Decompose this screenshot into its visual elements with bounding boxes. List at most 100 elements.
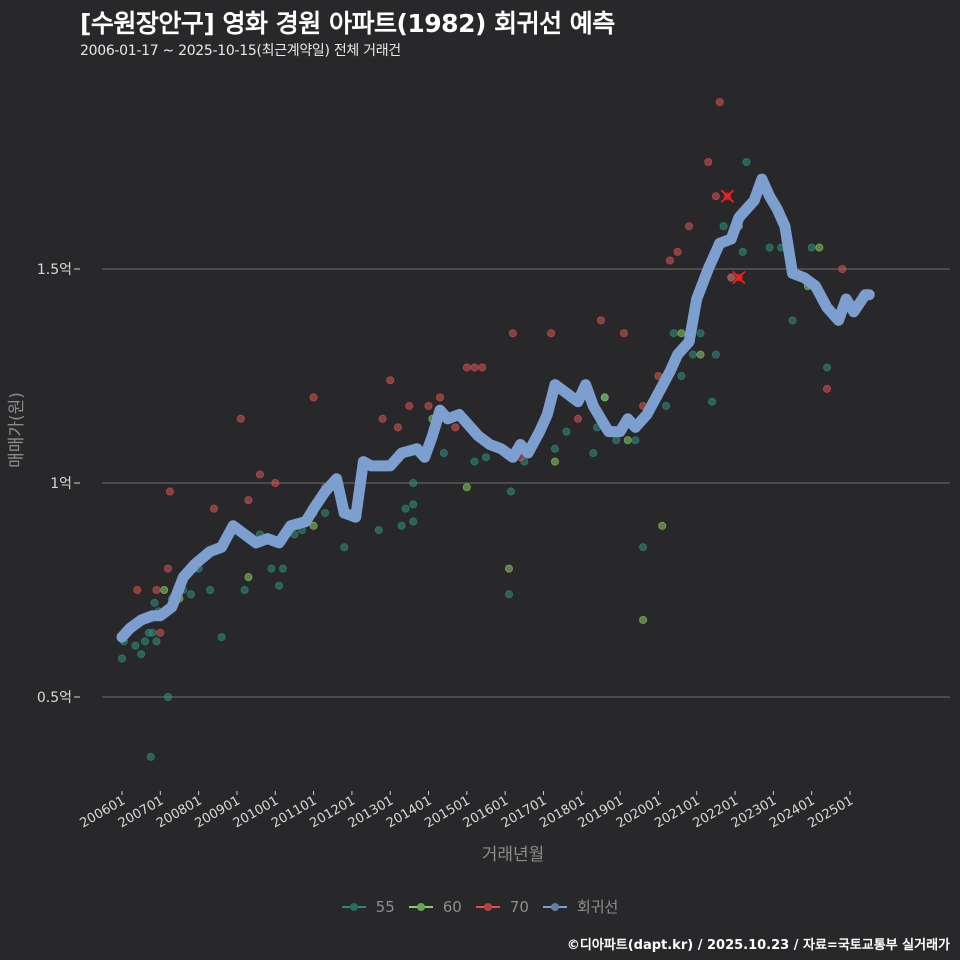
chart-title: [수원장안구] 영화 경원 아파트(1982) 회귀선 예측 [80, 9, 615, 38]
data-point-55 [278, 564, 287, 573]
data-point-55 [504, 590, 513, 599]
data-point-70 [378, 414, 387, 423]
data-point-60 [160, 586, 169, 595]
data-point-70 [823, 384, 832, 393]
y-tick-label: 0.5억 [37, 690, 72, 706]
data-point-55 [340, 543, 349, 552]
data-point-55 [631, 436, 640, 445]
data-point-70 [685, 222, 694, 231]
data-point-70 [163, 564, 172, 573]
data-point-55 [711, 350, 720, 359]
data-point-55 [589, 449, 598, 458]
data-point-70 [711, 192, 720, 201]
data-point-60 [639, 615, 648, 624]
data-point-55 [439, 449, 448, 458]
data-point-55 [374, 526, 383, 535]
data-point-55 [140, 637, 149, 646]
data-point-70 [715, 98, 724, 107]
data-point-70 [704, 157, 713, 166]
data-point-55 [506, 487, 515, 496]
data-point-55 [275, 581, 284, 590]
data-point-55 [397, 521, 406, 530]
legend-swatch-55 [341, 905, 366, 908]
data-point-60 [244, 573, 253, 582]
data-point-60 [309, 521, 318, 530]
data-point-55 [409, 478, 418, 487]
data-point-55 [612, 436, 621, 445]
data-point-70 [838, 264, 847, 273]
data-point-70 [673, 247, 682, 256]
data-point-70 [619, 329, 628, 338]
data-point-55 [639, 543, 648, 552]
data-point-70 [133, 586, 142, 595]
data-point-55 [677, 371, 686, 380]
data-point-60 [815, 243, 824, 252]
cancelled-markers [720, 189, 746, 285]
legend-item-regression[interactable]: 회귀선 [542, 896, 619, 917]
data-point-70 [478, 363, 487, 372]
regression-path [116, 173, 875, 643]
data-point-55 [186, 590, 195, 599]
x-axis-title: 거래년월 [482, 845, 545, 865]
data-point-60 [600, 393, 609, 402]
data-point-70 [508, 329, 517, 338]
data-point-55 [788, 316, 797, 325]
y-axis-ticks: 0.5억 1억 1.5억 [37, 262, 80, 706]
y-axis-title: 매매가(원) [7, 392, 27, 468]
data-point-55 [708, 397, 717, 406]
data-point-70 [309, 393, 318, 402]
data-point-70 [236, 414, 245, 423]
data-point-70 [209, 504, 218, 513]
data-point-60 [504, 564, 513, 573]
data-point-55 [146, 752, 155, 761]
legend-swatch-regression [542, 905, 567, 908]
data-point-55 [688, 350, 697, 359]
data-point-60 [550, 457, 559, 466]
data-point-60 [696, 350, 705, 359]
data-point-55 [738, 247, 747, 256]
data-point-55 [562, 427, 571, 436]
legend: 55 60 70 회귀선 [0, 896, 960, 917]
data-point-70 [547, 329, 556, 338]
data-point-55 [742, 157, 751, 166]
data-point-70 [244, 496, 253, 505]
x-axis-ticks: 2006012007012008012009012010012011012012… [78, 791, 856, 831]
legend-item-55[interactable]: 55 [341, 896, 395, 917]
data-point-55 [131, 641, 140, 650]
data-point-70 [255, 470, 264, 479]
data-point-55 [481, 453, 490, 462]
data-point-55 [550, 444, 559, 453]
data-point-55 [118, 654, 127, 663]
data-point-70 [596, 316, 605, 325]
data-point-70 [386, 376, 395, 385]
data-point-55 [669, 329, 678, 338]
data-point-55 [240, 586, 249, 595]
legend-item-60[interactable]: 60 [408, 896, 462, 917]
data-point-55 [321, 508, 330, 517]
legend-label: 회귀선 [576, 898, 619, 916]
data-point-55 [137, 650, 146, 659]
data-point-55 [662, 401, 671, 410]
data-point-70 [152, 586, 161, 595]
data-point-70 [393, 423, 402, 432]
data-point-70 [424, 401, 433, 410]
data-point-70 [451, 423, 460, 432]
data-point-70 [165, 487, 174, 496]
legend-item-70[interactable]: 70 [475, 896, 529, 917]
data-point-55 [206, 586, 215, 595]
data-point-70 [470, 363, 479, 372]
data-point-55 [719, 222, 728, 231]
data-point-55 [807, 243, 816, 252]
legend-swatch-70 [475, 905, 500, 908]
data-point-55 [150, 598, 159, 607]
data-point-70 [573, 414, 582, 423]
data-point-55 [823, 363, 832, 372]
y-tick-label: 1억 [50, 476, 72, 492]
data-point-70 [462, 363, 471, 372]
data-point-55 [217, 633, 226, 642]
data-point-55 [152, 637, 161, 646]
legend-label: 70 [509, 897, 529, 916]
legend-label: 55 [375, 897, 395, 916]
data-point-55 [401, 504, 410, 513]
